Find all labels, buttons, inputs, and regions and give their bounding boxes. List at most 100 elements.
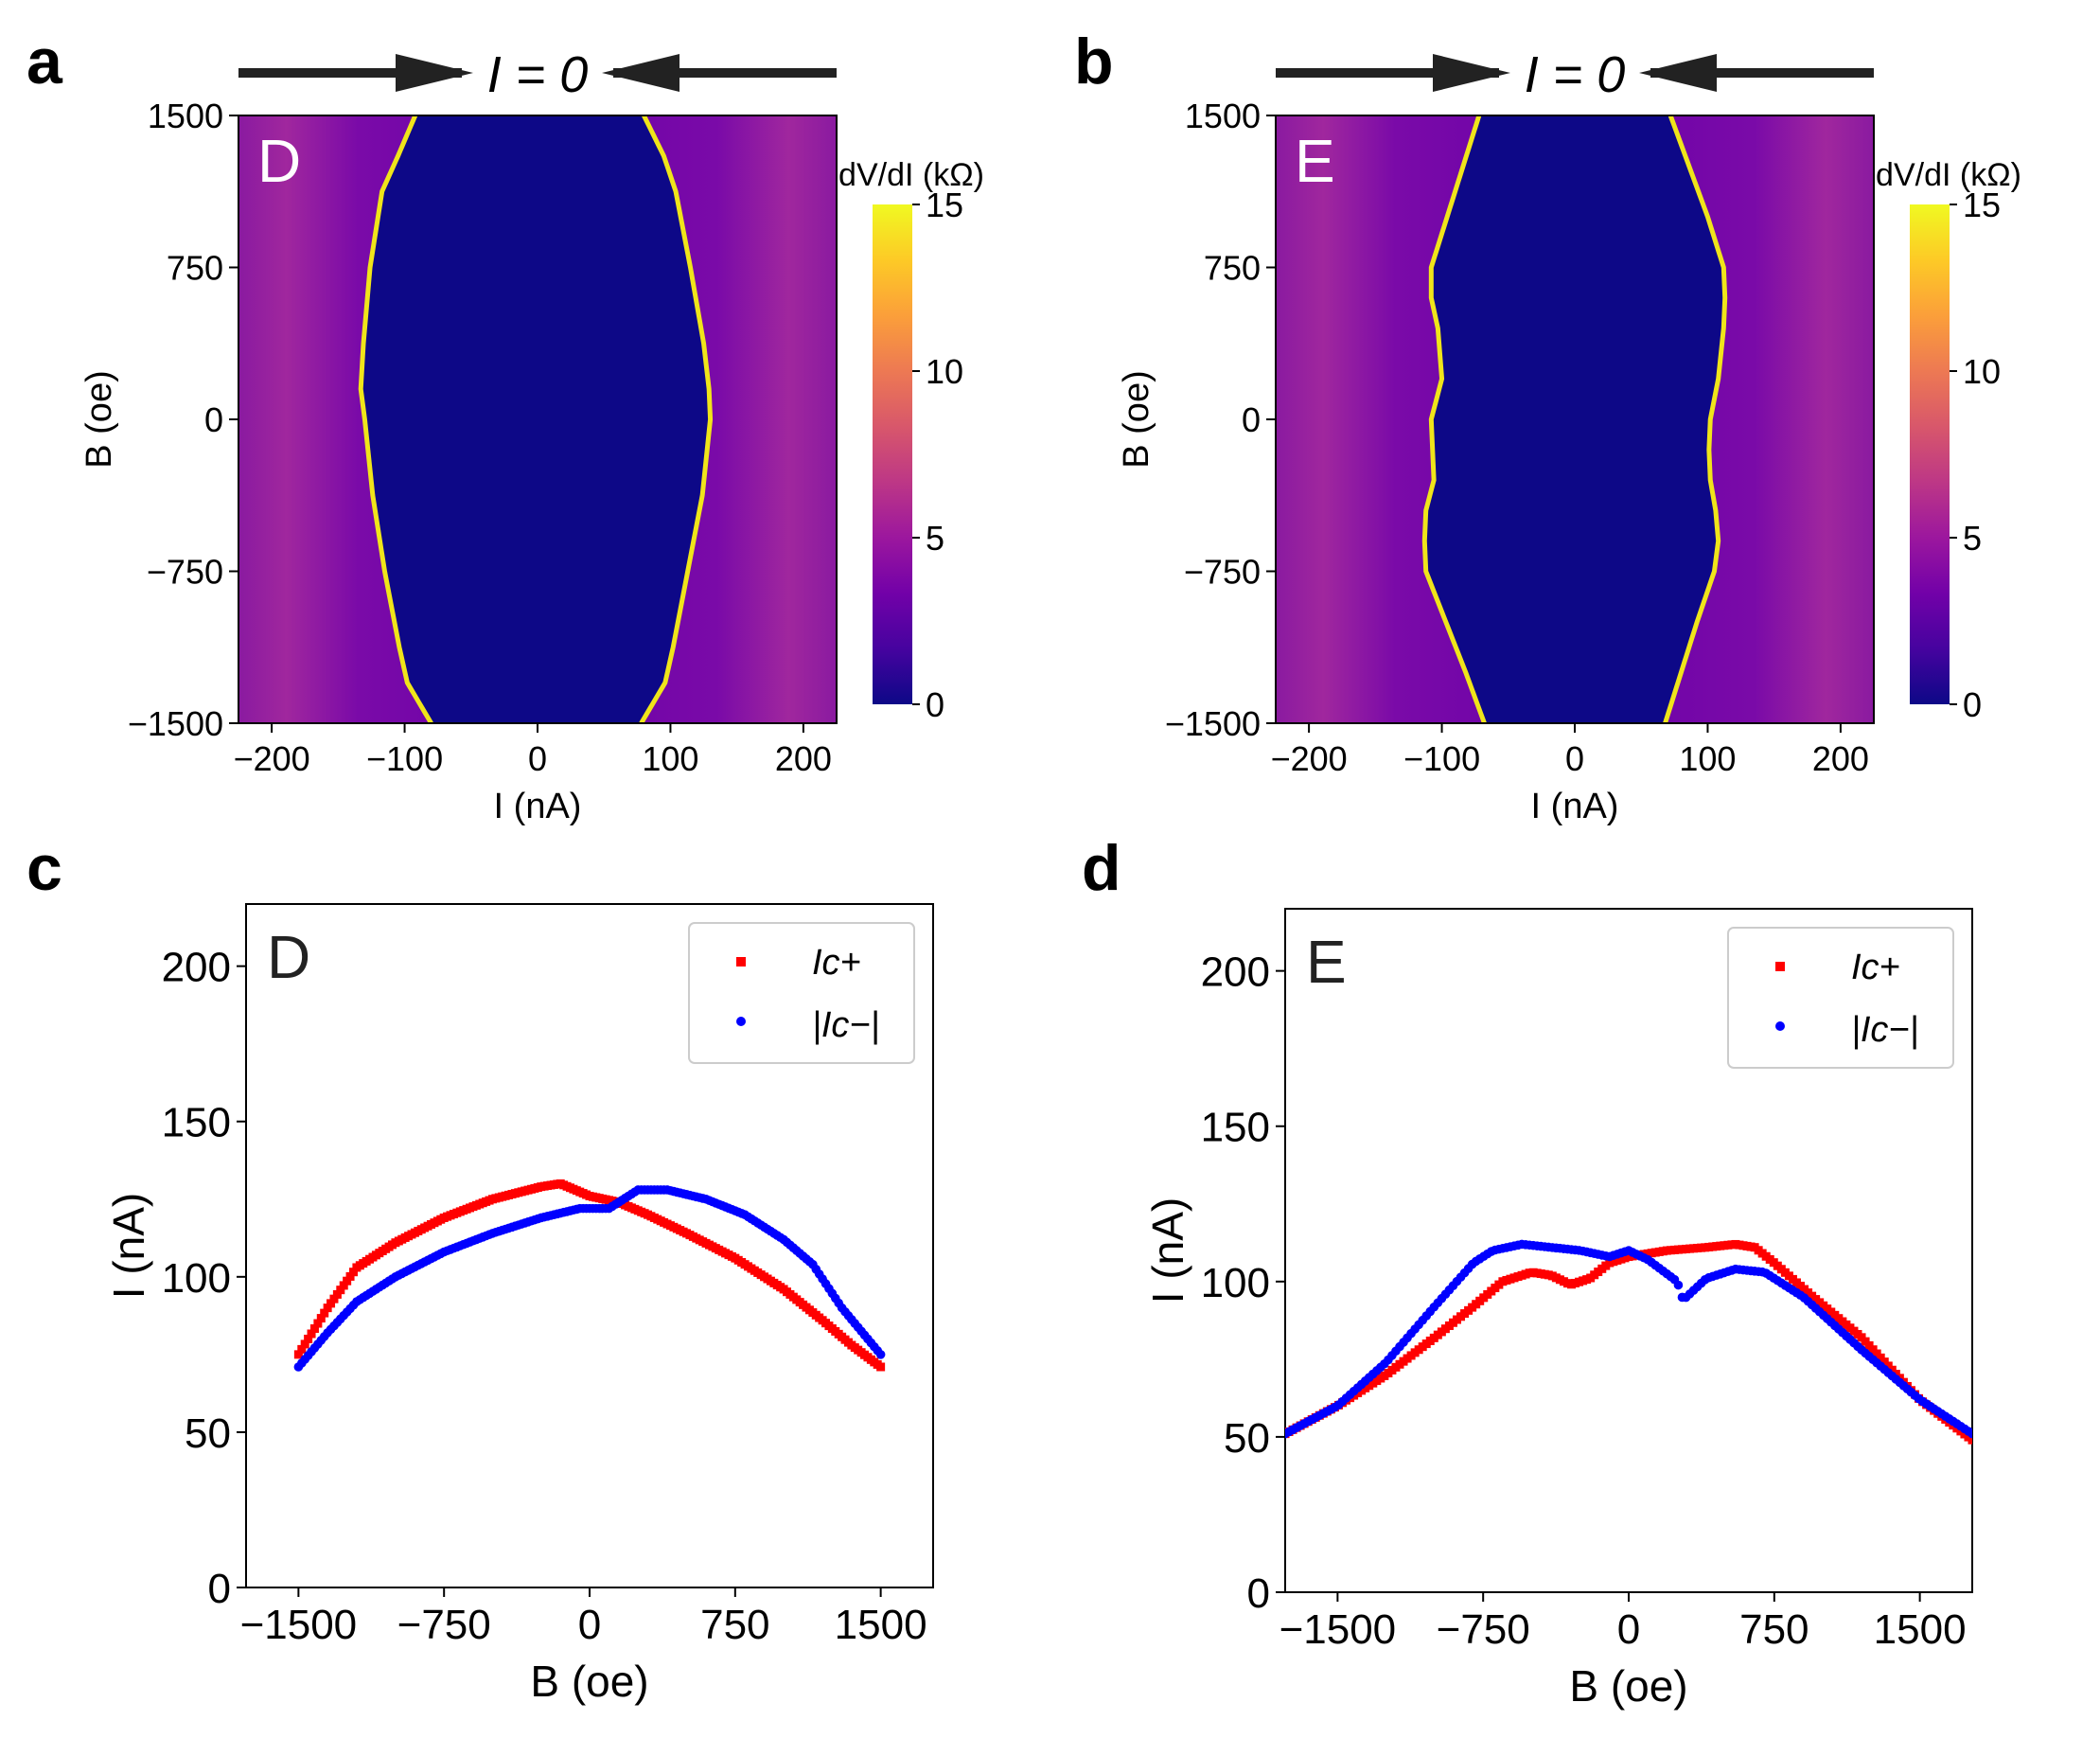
- data-point: [323, 1304, 332, 1313]
- panel-letter-c: c: [26, 832, 62, 904]
- critical-current-edge-positive: [639, 115, 714, 723]
- legend-box: [688, 922, 915, 1064]
- x-tick-label: −1500: [1279, 1606, 1397, 1653]
- y-axis-label: I (nA): [104, 1193, 153, 1299]
- scatter-panel-d: E −1500 −750 0 750 1500 0 50 100 150 200 B (oe) I (n…: [1143, 908, 1973, 1711]
- series-ic-plus: [293, 1179, 886, 1372]
- y-tick-label: 200: [1201, 949, 1270, 996]
- data-point: [313, 1319, 323, 1328]
- critical-current-edge-negative: [358, 115, 433, 723]
- legend-label-ic-plus: Ic+: [1851, 948, 1900, 987]
- data-point: [876, 1362, 886, 1372]
- data-point: [348, 1268, 358, 1277]
- y-tick-label: 1500: [148, 97, 223, 135]
- heatmap-image: [1276, 115, 1874, 723]
- x-tick-label: 0: [578, 1602, 601, 1648]
- data-point: [326, 1299, 336, 1308]
- y-tick-label: 150: [1201, 1105, 1270, 1151]
- x-tick-label: 750: [1739, 1606, 1809, 1653]
- colorbar-tick-label: 15: [1963, 186, 2001, 224]
- x-axis-label: B (oe): [1569, 1661, 1687, 1711]
- data-point: [343, 1276, 352, 1286]
- x-tick-label: 0: [1565, 739, 1584, 778]
- y-tick-label: −1500: [128, 704, 223, 743]
- data-point: [1673, 1280, 1684, 1290]
- data-point: [297, 1344, 307, 1354]
- y-tick-label: 1500: [1185, 97, 1261, 135]
- data-point: [293, 1350, 303, 1359]
- superconducting-region: [361, 115, 711, 723]
- y-tick-label: 200: [162, 945, 231, 991]
- y-tick-label: 0: [1247, 1570, 1270, 1617]
- colorbar: [873, 204, 912, 704]
- data-point: [307, 1329, 316, 1339]
- panel-letter-d: d: [1082, 832, 1121, 904]
- data-point: [320, 1308, 329, 1318]
- sample-label: E: [1306, 928, 1347, 996]
- sample-label: D: [267, 923, 310, 991]
- colorbar-tick-label: 10: [926, 352, 963, 391]
- legend: Ic+ |Ic−|: [1727, 927, 1954, 1069]
- x-tick-label: 750: [700, 1602, 769, 1648]
- data-point: [336, 1286, 345, 1295]
- x-tick-label: 200: [1812, 739, 1869, 778]
- y-tick-label: 750: [167, 249, 223, 288]
- colorbar-tick-label: 15: [926, 186, 963, 224]
- x-tick-label: −750: [397, 1602, 491, 1648]
- x-tick-label: 1500: [835, 1602, 927, 1648]
- sweep-label: I = 0: [487, 46, 589, 103]
- y-tick-label: −750: [147, 553, 223, 592]
- legend-marker-ic-minus: [736, 1017, 746, 1026]
- x-axis-label: B (oe): [530, 1657, 648, 1706]
- legend-marker-ic-plus: [736, 957, 746, 967]
- y-tick-label: 100: [162, 1255, 231, 1302]
- colorbar-tick-label: 0: [1963, 685, 1982, 724]
- x-tick-label: −100: [1403, 739, 1480, 778]
- x-tick-label: 0: [1617, 1606, 1640, 1653]
- x-tick-label: 100: [1679, 739, 1736, 778]
- sweep-arrowhead-left: [602, 54, 679, 92]
- colorbar-tick-label: 0: [926, 685, 944, 724]
- sweep-arrowhead-right: [1433, 54, 1510, 92]
- y-tick-label: 50: [1224, 1415, 1270, 1462]
- y-axis-label: B (oe): [1117, 370, 1156, 468]
- sweep-arrowhead-left: [1639, 54, 1717, 92]
- data-point: [332, 1289, 342, 1299]
- legend-label-ic-minus: |Ic−|: [1851, 1010, 1919, 1050]
- heatmap-image: [238, 115, 837, 723]
- y-tick-label: 50: [185, 1410, 231, 1457]
- sweep-arrowhead-right: [396, 54, 473, 92]
- y-tick-label: 750: [1204, 249, 1261, 288]
- x-axis-label: I (nA): [494, 787, 582, 826]
- y-tick-label: −750: [1184, 553, 1261, 592]
- x-tick-label: 0: [528, 739, 547, 778]
- data-point: [1968, 1428, 1972, 1439]
- colorbar-label: dV/dI (kΩ): [838, 157, 984, 193]
- y-tick-label: −1500: [1165, 704, 1261, 743]
- sweep-label: I = 0: [1525, 46, 1626, 103]
- data-point: [329, 1294, 339, 1304]
- panel-letter-a: a: [26, 26, 63, 98]
- legend: Ic+ |Ic−|: [688, 922, 915, 1064]
- x-tick-label: 100: [642, 739, 698, 778]
- data-point: [1968, 1435, 1972, 1445]
- colorbar-tick-label: 10: [1963, 352, 2001, 391]
- x-tick-label: 200: [775, 739, 832, 778]
- series-ic-minus: [293, 1185, 886, 1372]
- x-tick-label: −200: [1271, 739, 1348, 778]
- y-tick-label: 100: [1201, 1260, 1270, 1306]
- y-tick-label: 0: [1242, 400, 1261, 439]
- data-point: [339, 1281, 348, 1290]
- sample-label: E: [1295, 127, 1335, 195]
- panel-letter-b: b: [1074, 26, 1114, 98]
- data-point: [345, 1271, 355, 1281]
- scatter-panel-c: D −1500 −750 0 750 1500 0 50 100 150 200 B (oe) I (n…: [104, 903, 934, 1706]
- y-axis-label: I (nA): [1143, 1197, 1192, 1304]
- y-tick-label: 0: [204, 400, 223, 439]
- critical-current-edge-positive: [1663, 115, 1728, 723]
- x-tick-label: 1500: [1874, 1606, 1967, 1653]
- colorbar-label: dV/dI (kΩ): [1876, 157, 2021, 193]
- x-tick-label: −100: [366, 739, 443, 778]
